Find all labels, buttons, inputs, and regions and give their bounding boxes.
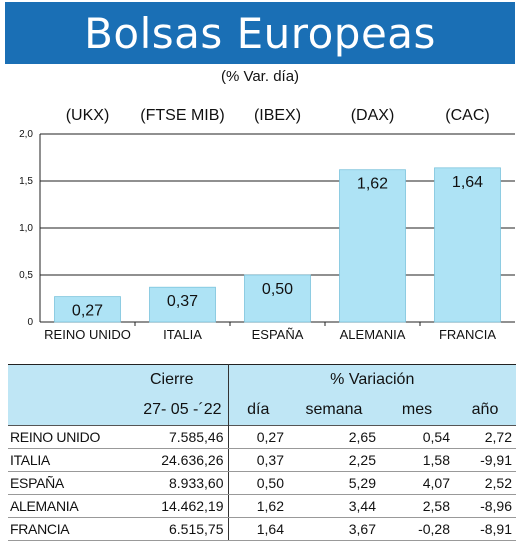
header-semana: semana (305, 401, 363, 418)
row-mes: 0,54 (380, 425, 454, 449)
row-name: ESPAÑA (8, 471, 116, 495)
x-category-label: ESPAÑA (252, 327, 304, 342)
table-row: FRANCIA 6.515,75 1,64 3,67 -0,28 -8,91 (8, 517, 516, 541)
row-ano: 2,72 (454, 425, 516, 449)
chart-title: Bolsas Europeas (84, 8, 436, 58)
table-row: ITALIA 24.636,26 0,37 2,25 1,58 -9,91 (8, 448, 516, 472)
row-semana: 3,67 (288, 517, 380, 541)
row-semana: 2,65 (288, 425, 380, 449)
row-dia: 1,64 (227, 517, 288, 541)
table-group-header-row: Cierre % Variación (8, 364, 516, 395)
bar (434, 167, 501, 323)
bar-value-label: 0,37 (167, 293, 198, 310)
chart-subtitle: (% Var. día) (220, 68, 300, 85)
row-ano: -9,91 (454, 448, 516, 472)
header-date: 27- 05 -´22 (143, 401, 222, 418)
y-tick-label: 2,0 (19, 129, 33, 140)
row-dia: 0,27 (227, 425, 288, 449)
y-tick-label: 0,5 (19, 270, 33, 281)
row-cierre: 7.585,46 (116, 425, 228, 449)
table-row: ALEMANIA 14.462,19 1,62 3,44 2,58 -8,96 (8, 494, 516, 518)
row-ano: 2,52 (454, 471, 516, 495)
table-row: ESPAÑA 8.933,60 0,50 5,29 4,07 2,52 (8, 471, 516, 495)
row-mes: 1,58 (380, 448, 454, 472)
header-ano: año (471, 401, 499, 418)
row-dia: 0,50 (227, 471, 288, 495)
row-cierre: 24.636,26 (116, 448, 228, 472)
header-dia: día (227, 395, 288, 426)
y-tick-label: 1,0 (19, 223, 33, 234)
table-sub-header-row: 27- 05 -´22 día semana mes año (8, 395, 516, 426)
header-mes: mes (401, 401, 433, 418)
row-name: FRANCIA (8, 517, 116, 541)
row-mes: 2,58 (380, 494, 454, 518)
y-tick-label: 0 (27, 317, 33, 328)
row-ano: -8,96 (454, 494, 516, 518)
row-ano: -8,91 (454, 517, 516, 541)
row-semana: 3,44 (288, 494, 380, 518)
x-category-label: ITALIA (163, 327, 202, 342)
index-label: (CAC) (445, 107, 489, 124)
row-mes: 4,07 (380, 471, 454, 495)
row-cierre: 6.515,75 (116, 517, 228, 541)
row-semana: 5,29 (288, 471, 380, 495)
title-banner: Bolsas Europeas (5, 2, 515, 64)
row-name: ITALIA (8, 448, 116, 472)
row-dia: 0,37 (227, 448, 288, 472)
header-cierre: Cierre (149, 371, 194, 388)
row-name: REINO UNIDO (8, 425, 116, 449)
bar-value-label: 1,64 (452, 174, 483, 191)
row-name: ALEMANIA (8, 494, 116, 518)
market-table: Cierre % Variación 27- 05 -´22 día seman… (8, 364, 516, 541)
index-label: (UKX) (66, 107, 110, 124)
index-label: (FTSE MIB) (140, 107, 224, 124)
row-cierre: 14.462,19 (116, 494, 228, 518)
row-cierre: 8.933,60 (116, 471, 228, 495)
bar (339, 169, 406, 323)
table-row: REINO UNIDO 7.585,46 0,27 2,65 0,54 2,72 (8, 425, 516, 449)
row-semana: 2,25 (288, 448, 380, 472)
bar-chart: 0 0,5 1,0 1,5 2,0 0,27 REINO UNIDO (UKX) 0,37 ITA… (19, 107, 515, 342)
row-dia: 1,62 (227, 494, 288, 518)
x-category-label: FRANCIA (439, 327, 496, 342)
x-category-label: ALEMANIA (340, 327, 406, 342)
bar-value-label: 1,62 (357, 176, 388, 193)
index-label: (DAX) (351, 107, 395, 124)
bar (54, 296, 121, 323)
bar (244, 274, 311, 323)
index-label: (IBEX) (254, 107, 301, 124)
header-variacion: % Variación (227, 364, 516, 395)
bar-value-label: 0,27 (72, 303, 103, 320)
bar-value-label: 0,50 (262, 281, 293, 298)
y-tick-label: 1,5 (19, 176, 33, 187)
x-category-label: REINO UNIDO (44, 327, 131, 342)
row-mes: -0,28 (380, 517, 454, 541)
bar (149, 286, 216, 323)
